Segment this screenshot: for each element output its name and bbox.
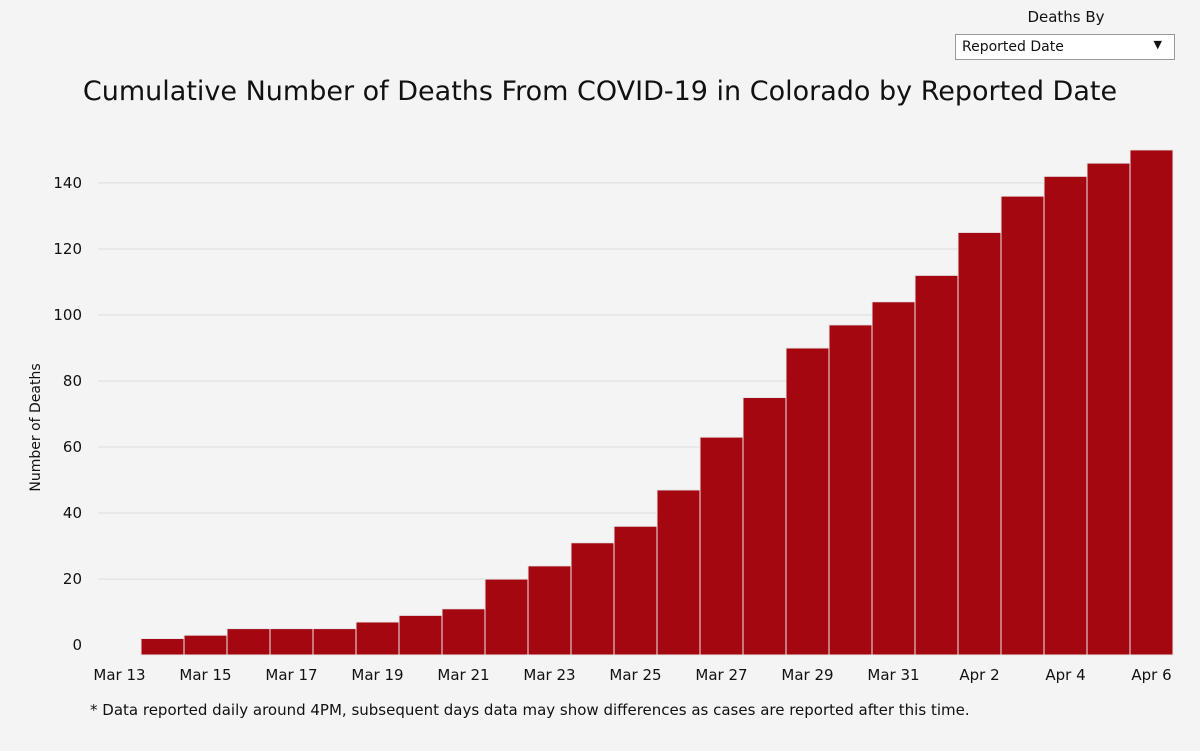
- bar[interactable]: [1043, 175, 1088, 656]
- bar[interactable]: [527, 565, 572, 656]
- bar[interactable]: [828, 324, 873, 656]
- y-axis-label: Number of Deaths: [28, 363, 44, 491]
- bar[interactable]: [312, 628, 357, 656]
- bar[interactable]: [441, 608, 486, 656]
- bar[interactable]: [656, 489, 701, 656]
- bar[interactable]: [871, 301, 916, 656]
- dropdown-caret-icon: ▼: [1153, 38, 1162, 51]
- chart-title: Cumulative Number of Deaths From COVID-1…: [82, 76, 1118, 107]
- footnote: * Data reported daily around 4PM, subseq…: [90, 701, 970, 719]
- dropdown-selected-value: Reported Date: [962, 39, 1064, 55]
- x-tick-label: Mar 23: [523, 666, 575, 684]
- bar[interactable]: [1000, 195, 1045, 656]
- bar[interactable]: [398, 614, 443, 656]
- x-tick-label: Mar 19: [351, 666, 403, 684]
- bar[interactable]: [183, 634, 228, 656]
- y-tick-label: 140: [53, 174, 82, 192]
- bar[interactable]: [699, 436, 744, 656]
- bar[interactable]: [226, 628, 271, 656]
- y-tick-label: 80: [63, 372, 82, 390]
- filter-label: Deaths By: [1027, 8, 1105, 26]
- bar[interactable]: [1129, 149, 1174, 656]
- bar[interactable]: [957, 231, 1002, 656]
- bar[interactable]: [140, 637, 185, 656]
- y-tick-label: 40: [63, 504, 82, 522]
- bar[interactable]: [269, 628, 314, 656]
- x-tick-label: Mar 21: [437, 666, 489, 684]
- x-tick-label: Mar 15: [179, 666, 231, 684]
- x-tick-label: Apr 4: [1045, 666, 1085, 684]
- bar[interactable]: [914, 274, 959, 656]
- bar[interactable]: [613, 525, 658, 656]
- x-tick-label: Mar 25: [609, 666, 661, 684]
- bar[interactable]: [742, 397, 787, 656]
- x-tick-label: Apr 2: [959, 666, 999, 684]
- x-tick-label: Mar 31: [867, 666, 919, 684]
- bar[interactable]: [484, 578, 529, 656]
- x-tick-label: Mar 17: [265, 666, 317, 684]
- y-tick-label: 0: [72, 636, 82, 654]
- bar[interactable]: [570, 542, 615, 656]
- bar[interactable]: [1086, 162, 1131, 656]
- bar[interactable]: [785, 347, 830, 656]
- deaths-by-dropdown[interactable]: Reported Date ▼: [955, 34, 1175, 60]
- x-tick-label: Mar 27: [695, 666, 747, 684]
- x-tick-label: Apr 6: [1131, 666, 1171, 684]
- x-tick-label: Mar 13: [93, 666, 145, 684]
- y-tick-label: 120: [53, 240, 82, 258]
- bar[interactable]: [355, 621, 400, 656]
- y-tick-label: 100: [53, 306, 82, 324]
- y-tick-label: 20: [63, 570, 82, 588]
- y-tick-label: 60: [63, 438, 82, 456]
- x-tick-label: Mar 29: [781, 666, 833, 684]
